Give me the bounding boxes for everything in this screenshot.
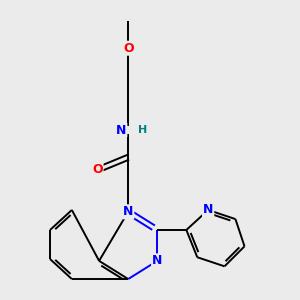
Text: O: O: [123, 42, 134, 55]
Text: O: O: [92, 164, 103, 176]
Text: N: N: [116, 124, 126, 136]
Text: N: N: [203, 203, 213, 217]
Text: N: N: [123, 205, 134, 218]
Text: N: N: [152, 254, 163, 267]
Text: H: H: [138, 125, 148, 135]
